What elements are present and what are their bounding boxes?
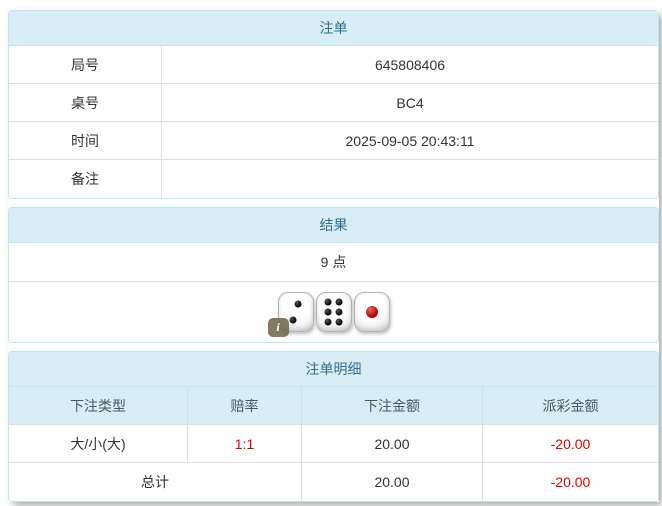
total-label: 总计	[9, 463, 302, 501]
bet-amount-value: 20.00	[302, 425, 483, 463]
table-label: 桌号	[9, 84, 162, 121]
round-value: 645808406	[374, 56, 446, 73]
table-value: BC4	[396, 94, 424, 111]
col-header-odds: 赔率	[188, 387, 302, 425]
table-row-time: 时间 2025-09-05 20:43:11	[9, 122, 658, 160]
details-data-row: 大/小(大) 1:1 20.00 -20.00	[9, 425, 658, 463]
result-panel: 结果 9 点 i	[8, 207, 659, 343]
details-panel-title: 注单明细	[9, 352, 658, 387]
total-bet-amount: 20.00	[302, 463, 483, 501]
dice-row: i	[9, 282, 658, 342]
remark-label: 备注	[9, 160, 162, 198]
time-label: 时间	[9, 122, 162, 159]
bet-detail-page: 注单 局号 645808406 桌号 BC4 时间 2025-09-05 20:…	[8, 10, 659, 502]
table-row-round: 局号 645808406	[9, 46, 658, 84]
die-3-icon	[353, 292, 390, 332]
bet-type-value: 大/小(大)	[9, 425, 188, 463]
col-header-payout: 派彩金额	[483, 387, 658, 425]
payout-value: -20.00	[483, 425, 658, 463]
time-value: 2025-09-05 20:43:11	[345, 132, 475, 149]
result-panel-title: 结果	[9, 208, 658, 243]
table-row-remark: 备注	[9, 160, 658, 198]
odds-value: 1:1	[188, 425, 302, 463]
bet-panel-title: 注单	[9, 11, 658, 46]
remark-value	[162, 160, 658, 198]
details-total-row: 总计 20.00 -20.00	[9, 463, 658, 501]
die-wrap-2	[315, 292, 352, 332]
table-row-table: 桌号 BC4	[9, 84, 658, 122]
die-wrap-1: i	[267, 292, 314, 337]
round-label: 局号	[9, 46, 162, 83]
details-header-row: 下注类型 赔率 下注金额 派彩金额	[9, 387, 658, 425]
total-payout: -20.00	[483, 463, 658, 501]
col-header-bet-amount: 下注金额	[302, 387, 483, 425]
die-2-icon	[315, 292, 352, 332]
bet-details-panel: 注单明细 下注类型 赔率 下注金额 派彩金额 大/小(大) 1:1 20.00 …	[8, 351, 659, 502]
col-header-bet-type: 下注类型	[9, 387, 188, 425]
die-wrap-3	[353, 292, 390, 332]
result-points: 9 点	[9, 243, 658, 282]
bet-info-panel: 注单 局号 645808406 桌号 BC4 时间 2025-09-05 20:…	[8, 10, 659, 199]
info-icon[interactable]: i	[267, 318, 289, 337]
